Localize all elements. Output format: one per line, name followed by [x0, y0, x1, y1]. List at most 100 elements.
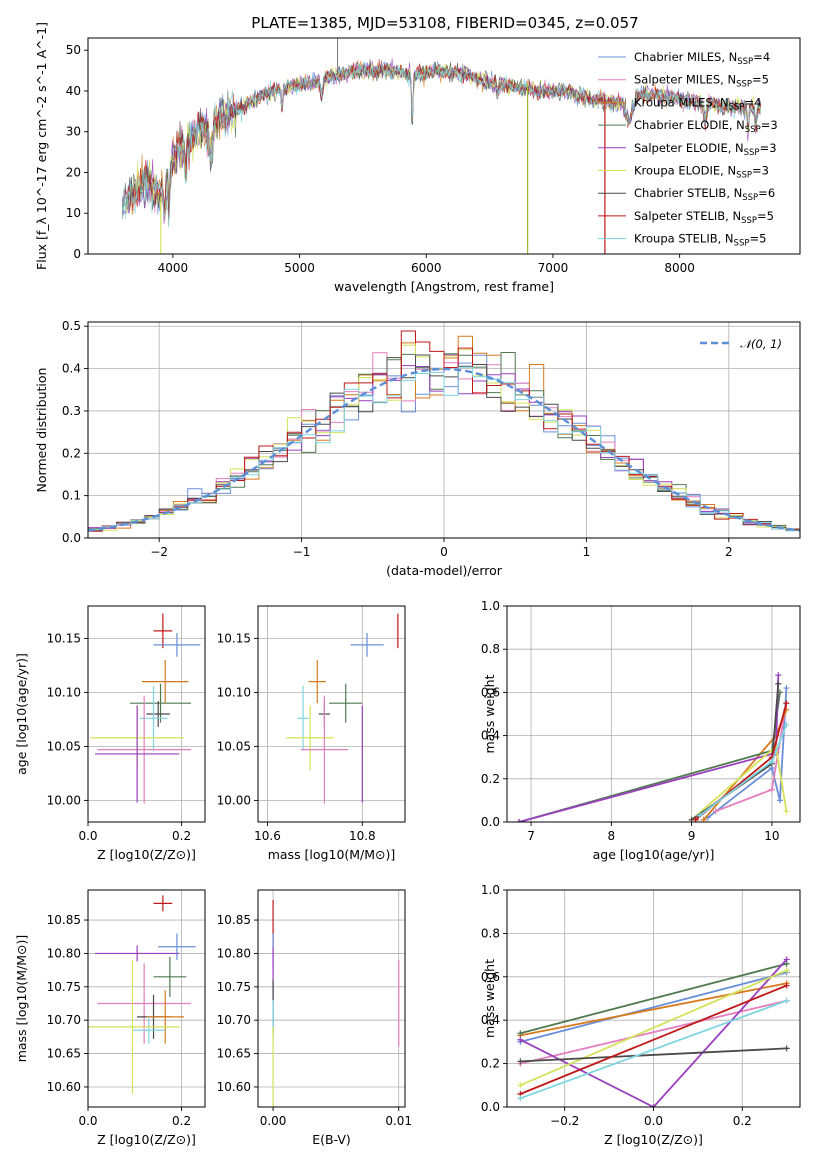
x-axis-label: Z [log10(Z/Z⊙)]	[97, 847, 196, 862]
legend-label: Kroupa ELODIE, NSSP=3	[634, 164, 769, 181]
legend-label: Chabrier ELODIE, NSSP=3	[634, 118, 778, 135]
weight-marker	[783, 685, 790, 692]
y-tick-label: 0.6	[481, 685, 500, 699]
axes-frame	[87, 37, 801, 255]
x-tick-label: 0.2	[733, 1114, 752, 1128]
y-tick-label: 0.0	[62, 531, 81, 545]
x-tick-label: 0.0	[78, 1114, 97, 1128]
y-tick-label: 0.8	[481, 926, 500, 940]
y-axis-label: mass weight	[482, 959, 497, 1038]
weight-marker	[783, 1045, 790, 1052]
weight-line	[520, 999, 787, 1065]
error-bar-point	[88, 960, 180, 1094]
plot-area	[272, 900, 400, 1107]
y-tick-label: 0.0	[481, 1100, 500, 1114]
y-tick-label: 0.2	[62, 446, 81, 460]
plot-area	[286, 613, 399, 804]
weight-marker	[712, 808, 719, 815]
legend-label: Salpeter STELIB, NSSP=5	[634, 209, 774, 226]
y-tick-label: 10.80	[47, 946, 81, 960]
y-tick-label: 10.80	[217, 946, 251, 960]
error-bar-point	[308, 660, 326, 704]
y-tick-label: 0.5	[62, 319, 81, 333]
weight-line	[518, 675, 780, 822]
y-tick-label: 10.00	[47, 793, 81, 807]
y-tick-label: 10.85	[47, 913, 81, 927]
legend-label: Chabrier STELIB, NSSP=6	[634, 186, 775, 203]
x-tick-label: −1	[293, 545, 311, 559]
x-tick-label: 0.0	[644, 1114, 663, 1128]
legend-label: Salpeter MILES, NSSP=5	[634, 73, 769, 90]
x-tick-label: 0	[440, 545, 448, 559]
legend-label: Salpeter ELODIE, NSSP=3	[634, 141, 777, 158]
y-tick-label: 10.60	[217, 1080, 251, 1094]
x-tick-label: −0.2	[550, 1114, 579, 1128]
x-tick-label: 5000	[284, 261, 315, 275]
weight-line	[707, 688, 788, 819]
y-tick-label: 10.65	[217, 1047, 251, 1061]
x-tick-label: 0.2	[172, 1114, 191, 1128]
y-tick-label: 40	[66, 84, 81, 98]
weight-line	[520, 982, 787, 1037]
weight-marker	[768, 786, 775, 793]
axes-frame	[257, 889, 406, 1108]
mass-vs-metallicity-panel: 0.0 0.2 10.60 10.65 10.70 10.75 10.80 10.85 Z [l…	[14, 889, 206, 1147]
y-tick-label: 0.4	[62, 362, 81, 376]
legend-label: Kroupa STELIB, NSSP=5	[634, 232, 766, 249]
weight-marker	[775, 672, 782, 679]
x-axis-label: mass [log10(M/M⊙)]	[268, 847, 396, 862]
x-tick-label: 2	[725, 545, 733, 559]
age-vs-metallicity-panel: 0.0 0.2 10.00 10.05 10.10 10.15 Z [log10(Z/Z⊙)…	[14, 605, 206, 862]
y-tick-label: 0.3	[62, 404, 81, 418]
x-axis-label: Z [log10(Z/Z⊙)]	[604, 1132, 703, 1147]
x-tick-label: 7	[527, 829, 535, 843]
y-tick-label: 10.75	[217, 980, 251, 994]
weight-vs-metallicity-panel: −0.2 0.0 0.2 0.0 0.2 0.4 0.6 0.8 1.0 Z [log10(Z/Z…	[481, 883, 801, 1147]
weight-marker	[783, 967, 790, 974]
error-bar-point	[153, 613, 173, 649]
weight-marker	[517, 1030, 524, 1037]
spectrum-line	[121, 61, 761, 220]
weight-marker	[696, 812, 703, 819]
error-bar-point	[286, 705, 334, 771]
x-tick-label: 0.2	[172, 829, 191, 843]
weight-line	[520, 971, 787, 1043]
weight-line	[520, 962, 787, 1035]
y-tick-label: 0.2	[481, 772, 500, 786]
residuals-panel: −2 −1 0 1 2 0.0 0.1 0.2 0.3 0.4 0.5 (data-model)/er…	[34, 319, 801, 578]
x-axis-label: (data-model)/error	[386, 563, 503, 578]
y-tick-label: 10	[66, 206, 81, 220]
y-tick-label: 0.8	[481, 642, 500, 656]
weight-marker	[783, 956, 790, 963]
error-bar-point	[97, 695, 191, 804]
axes-frame	[87, 605, 206, 823]
y-axis-label: mass [log10(M/M⊙)]	[14, 935, 29, 1063]
x-axis-label: age [log10(age/yr)]	[593, 847, 715, 862]
y-tick-label: 10.70	[217, 1013, 251, 1027]
x-tick-label: 7000	[538, 261, 569, 275]
x-tick-label: 0.0	[78, 829, 97, 843]
y-tick-label: 10.60	[47, 1080, 81, 1094]
legend-label: Chabrier MILES, NSSP=4	[634, 50, 770, 67]
weight-marker	[783, 700, 790, 707]
error-bar-point	[132, 1016, 166, 1044]
error-bar-point	[350, 633, 384, 657]
y-tick-label: 10.05	[217, 739, 251, 753]
weight-marker	[783, 982, 790, 989]
weight-line	[520, 1047, 787, 1063]
y-tick-label: 10.10	[47, 685, 81, 699]
weight-marker	[776, 797, 783, 804]
y-axis-label: Normed distribution	[34, 368, 49, 493]
gaussian-curve	[88, 367, 800, 532]
x-axis-label: Z [log10(Z/Z⊙)]	[97, 1132, 196, 1147]
x-tick-label: 10.8	[349, 829, 376, 843]
weight-vs-age-panel: 7 8 9 10 0.0 0.2 0.4 0.6 0.8 1.0 age [log10(age/yr…	[481, 599, 801, 862]
x-tick-label: 0.00	[260, 1114, 287, 1128]
error-bar-point	[95, 705, 180, 803]
weight-marker	[783, 808, 790, 815]
y-tick-label: 0.2	[481, 1057, 500, 1071]
error-bar-point	[300, 695, 349, 804]
error-bar-point	[130, 683, 191, 723]
x-tick-label: 10.6	[254, 829, 281, 843]
x-tick-label: 9	[688, 829, 696, 843]
